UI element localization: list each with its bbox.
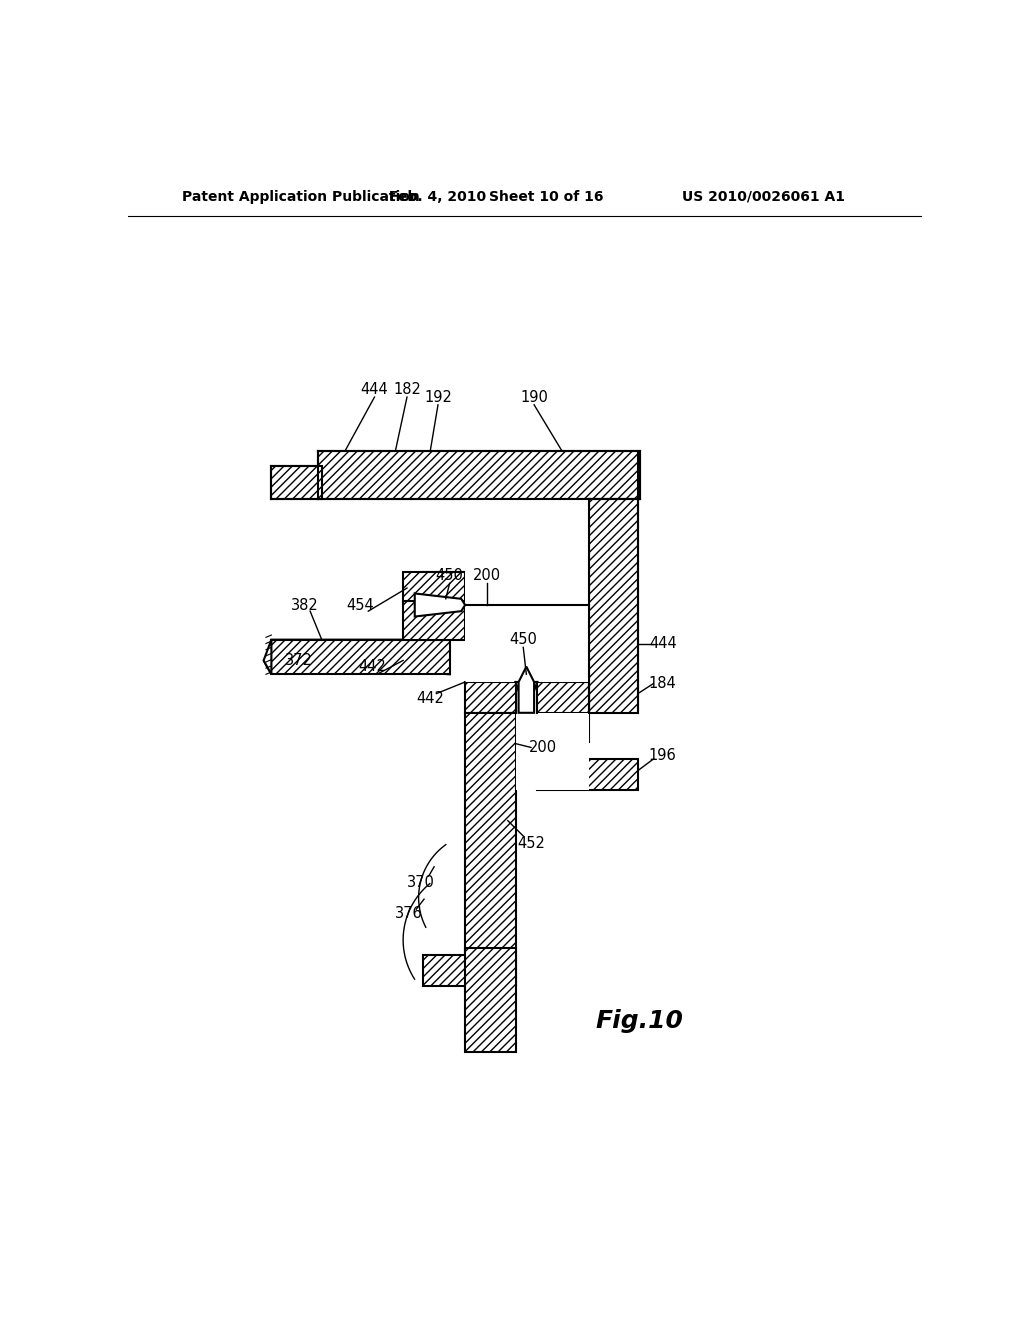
Text: 444: 444 [360, 381, 388, 397]
Text: 452: 452 [517, 836, 545, 851]
Text: 182: 182 [393, 381, 421, 397]
Bar [538, 759, 638, 789]
Polygon shape [515, 682, 538, 713]
Polygon shape [415, 594, 465, 616]
Text: 442: 442 [358, 659, 386, 675]
Text: 376: 376 [394, 906, 423, 920]
Bar [403, 572, 465, 601]
Bar [465, 499, 589, 682]
Bar [423, 572, 515, 601]
Bar [465, 948, 515, 1052]
Bar [423, 956, 515, 986]
Text: 200: 200 [528, 741, 557, 755]
Text: 192: 192 [424, 389, 452, 405]
Bar [465, 682, 589, 713]
Text: US 2010/0026061 A1: US 2010/0026061 A1 [682, 190, 845, 203]
Text: 184: 184 [649, 676, 677, 692]
Text: 372: 372 [285, 653, 312, 668]
Text: 450: 450 [435, 568, 464, 583]
Bar [515, 742, 589, 789]
Bar [403, 601, 465, 640]
Text: 196: 196 [649, 748, 677, 763]
Text: 444: 444 [649, 636, 677, 651]
Text: Fig.10: Fig.10 [596, 1008, 683, 1032]
Text: Sheet 10 of 16: Sheet 10 of 16 [489, 190, 604, 203]
Text: 370: 370 [407, 875, 435, 890]
Text: 190: 190 [520, 389, 548, 405]
Text: 442: 442 [417, 692, 444, 706]
Text: Feb. 4, 2010: Feb. 4, 2010 [389, 190, 486, 203]
Bar [515, 713, 589, 742]
Bar [515, 682, 538, 713]
Text: 454: 454 [347, 598, 375, 612]
Polygon shape [263, 640, 271, 675]
Polygon shape [263, 640, 450, 675]
Text: Patent Application Publication: Patent Application Publication [182, 190, 420, 203]
Text: 382: 382 [291, 598, 318, 612]
Bar [317, 451, 640, 499]
Bar [589, 499, 638, 713]
Bar [465, 713, 515, 952]
Bar [538, 713, 589, 742]
Text: 200: 200 [473, 568, 501, 583]
Polygon shape [518, 667, 535, 713]
Bar [271, 466, 322, 499]
Bar [271, 640, 450, 675]
Text: 450: 450 [509, 632, 538, 647]
